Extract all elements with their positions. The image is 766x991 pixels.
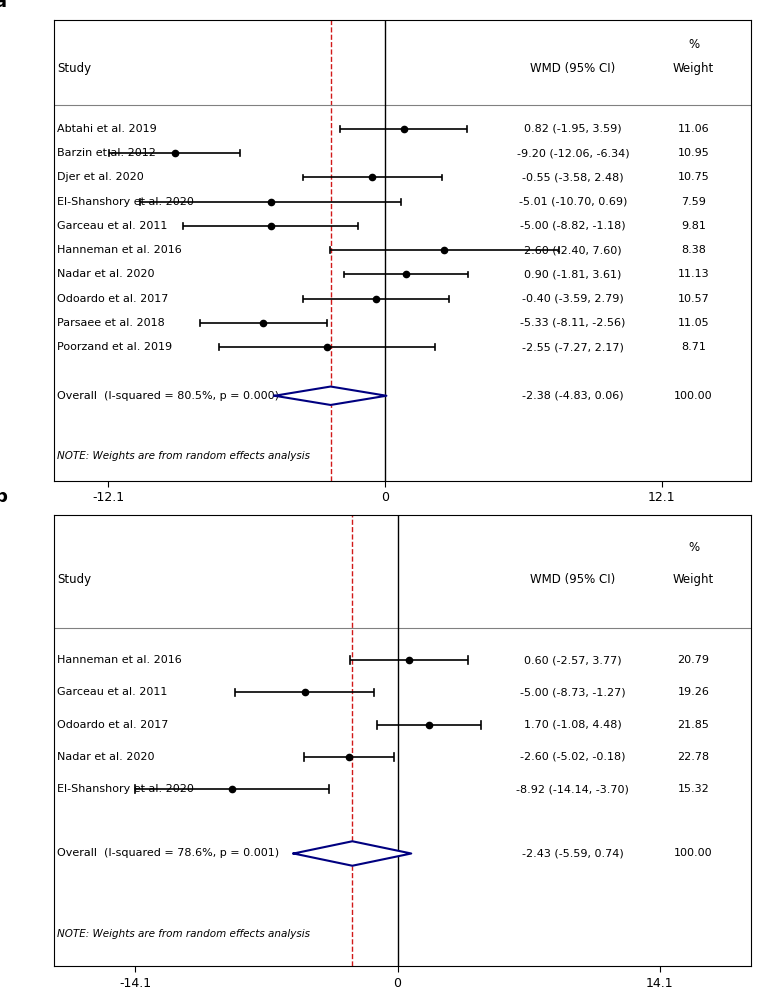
Text: 100.00: 100.00	[674, 848, 713, 858]
Text: NOTE: Weights are from random effects analysis: NOTE: Weights are from random effects an…	[57, 451, 310, 462]
Text: 20.79: 20.79	[677, 655, 709, 665]
Text: 11.13: 11.13	[678, 270, 709, 279]
Text: WMD (95% CI): WMD (95% CI)	[530, 61, 616, 75]
Text: -2.43 (-5.59, 0.74): -2.43 (-5.59, 0.74)	[522, 848, 624, 858]
Text: Weight: Weight	[673, 573, 714, 587]
Text: 8.71: 8.71	[681, 342, 706, 352]
Text: Study: Study	[57, 573, 91, 587]
Text: El-Shanshory et al. 2020: El-Shanshory et al. 2020	[57, 784, 194, 794]
Text: 10.75: 10.75	[678, 172, 709, 182]
Text: 1.70 (-1.08, 4.48): 1.70 (-1.08, 4.48)	[524, 719, 622, 729]
Text: 10.57: 10.57	[678, 293, 709, 303]
Text: 100.00: 100.00	[674, 390, 713, 400]
Text: WMD (95% CI): WMD (95% CI)	[530, 573, 616, 587]
Text: 11.06: 11.06	[678, 124, 709, 134]
Text: -8.92 (-14.14, -3.70): -8.92 (-14.14, -3.70)	[516, 784, 630, 794]
Text: Odoardo et al. 2017: Odoardo et al. 2017	[57, 719, 169, 729]
Text: -5.00 (-8.82, -1.18): -5.00 (-8.82, -1.18)	[520, 221, 626, 231]
Text: 0.82 (-1.95, 3.59): 0.82 (-1.95, 3.59)	[524, 124, 622, 134]
Text: -2.38 (-4.83, 0.06): -2.38 (-4.83, 0.06)	[522, 390, 624, 400]
Text: Abtahi et al. 2019: Abtahi et al. 2019	[57, 124, 157, 134]
Text: Overall  (I-squared = 78.6%, p = 0.001): Overall (I-squared = 78.6%, p = 0.001)	[57, 848, 280, 858]
Text: 22.78: 22.78	[677, 752, 709, 762]
Text: 10.95: 10.95	[678, 149, 709, 159]
Text: Djer et al. 2020: Djer et al. 2020	[57, 172, 144, 182]
Text: 0.60 (-2.57, 3.77): 0.60 (-2.57, 3.77)	[524, 655, 622, 665]
Text: 11.05: 11.05	[678, 318, 709, 328]
Text: %: %	[688, 541, 699, 554]
Text: Poorzand et al. 2019: Poorzand et al. 2019	[57, 342, 172, 352]
Text: -2.55 (-7.27, 2.17): -2.55 (-7.27, 2.17)	[522, 342, 624, 352]
Text: Weight: Weight	[673, 61, 714, 75]
Text: Hanneman et al. 2016: Hanneman et al. 2016	[57, 245, 182, 256]
Text: -5.33 (-8.11, -2.56): -5.33 (-8.11, -2.56)	[520, 318, 626, 328]
Text: 21.85: 21.85	[678, 719, 709, 729]
Text: Odoardo et al. 2017: Odoardo et al. 2017	[57, 293, 169, 303]
Text: -0.55 (-3.58, 2.48): -0.55 (-3.58, 2.48)	[522, 172, 624, 182]
Text: %: %	[688, 38, 699, 51]
Text: -5.01 (-10.70, 0.69): -5.01 (-10.70, 0.69)	[519, 197, 627, 207]
Text: 9.81: 9.81	[681, 221, 706, 231]
Polygon shape	[293, 841, 411, 866]
Text: -5.00 (-8.73, -1.27): -5.00 (-8.73, -1.27)	[520, 688, 626, 698]
Text: -2.60 (-5.02, -0.18): -2.60 (-5.02, -0.18)	[520, 752, 626, 762]
Text: 0.90 (-1.81, 3.61): 0.90 (-1.81, 3.61)	[524, 270, 622, 279]
Text: Parsaee et al. 2018: Parsaee et al. 2018	[57, 318, 165, 328]
Text: Study: Study	[57, 61, 91, 75]
Text: Nadar et al. 2020: Nadar et al. 2020	[57, 752, 155, 762]
Text: -9.20 (-12.06, -6.34): -9.20 (-12.06, -6.34)	[516, 149, 629, 159]
Text: Overall  (I-squared = 80.5%, p = 0.000): Overall (I-squared = 80.5%, p = 0.000)	[57, 390, 279, 400]
Text: 8.38: 8.38	[681, 245, 706, 256]
Text: -0.40 (-3.59, 2.79): -0.40 (-3.59, 2.79)	[522, 293, 624, 303]
Text: b: b	[0, 489, 7, 506]
Text: Garceau et al. 2011: Garceau et al. 2011	[57, 221, 168, 231]
Text: 19.26: 19.26	[678, 688, 709, 698]
Text: 7.59: 7.59	[681, 197, 706, 207]
Text: Nadar et al. 2020: Nadar et al. 2020	[57, 270, 155, 279]
Text: Barzin et al. 2012: Barzin et al. 2012	[57, 149, 156, 159]
Polygon shape	[275, 386, 386, 405]
Text: El-Shanshory et al. 2020: El-Shanshory et al. 2020	[57, 197, 194, 207]
Text: a: a	[0, 0, 6, 11]
Text: Hanneman et al. 2016: Hanneman et al. 2016	[57, 655, 182, 665]
Text: 15.32: 15.32	[678, 784, 709, 794]
Text: NOTE: Weights are from random effects analysis: NOTE: Weights are from random effects an…	[57, 929, 310, 939]
Text: 2.60 (-2.40, 7.60): 2.60 (-2.40, 7.60)	[524, 245, 622, 256]
Text: Garceau et al. 2011: Garceau et al. 2011	[57, 688, 168, 698]
